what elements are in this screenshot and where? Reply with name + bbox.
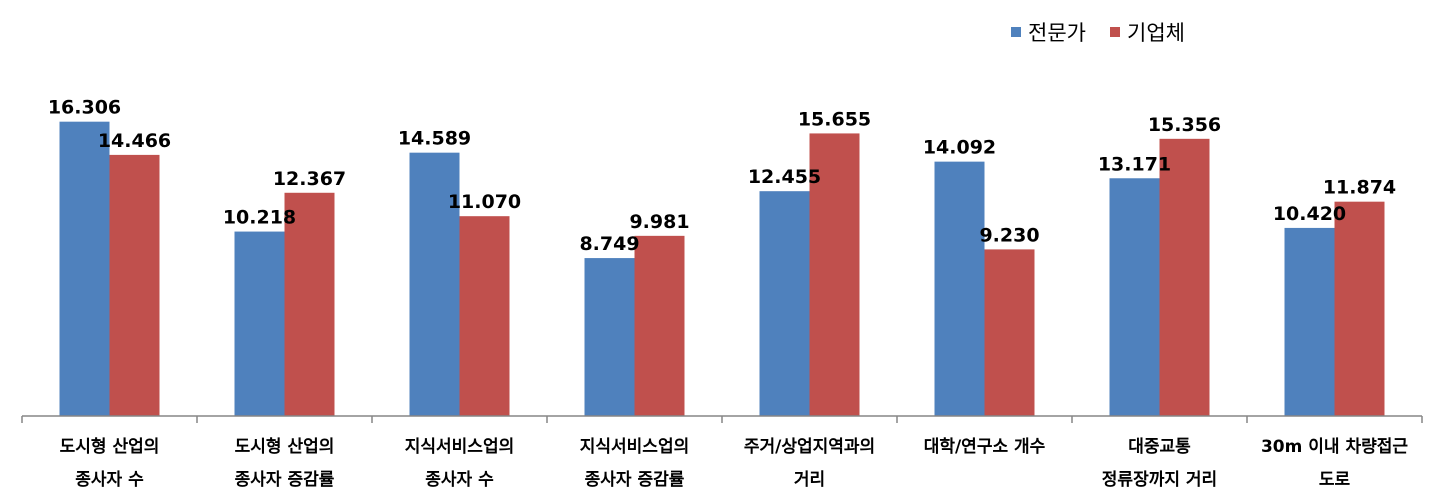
bar-s0-c4 xyxy=(759,191,810,416)
bar-s1-c4 xyxy=(809,133,860,416)
value-label-s0-c7: 10.420 xyxy=(1273,203,1346,225)
category-label-3-line-1: 종사자 증감률 xyxy=(585,470,685,490)
category-label-3-line-0: 지식서비스업의 xyxy=(580,437,689,457)
value-label-s1-c2: 11.070 xyxy=(448,191,521,213)
value-label-s1-c7: 11.874 xyxy=(1323,177,1396,199)
bar-s0-c7 xyxy=(1284,227,1335,416)
category-label-1-line-1: 종사자 증감률 xyxy=(235,470,335,490)
category-label-1-line-0: 도시형 산업의 xyxy=(235,436,335,457)
legend-swatch-expert xyxy=(1011,27,1021,37)
value-labels-group: 16.306 14.466 10.218 12.367 14.589 11.070 8.74… xyxy=(48,97,1396,255)
bar-s0-c1 xyxy=(234,231,285,416)
legend-swatch-company xyxy=(1110,27,1120,37)
bar-s0-c2 xyxy=(409,152,460,416)
bar-s1-c0 xyxy=(109,154,160,416)
value-label-s1-c5: 9.230 xyxy=(979,224,1039,246)
bar-s1-c7 xyxy=(1334,201,1385,416)
category-label-7-line-0: 30m 이내 차량접근 xyxy=(1261,437,1408,457)
category-label-0-line-0: 도시형 산업의 xyxy=(60,436,160,457)
value-label-s0-c6: 13.171 xyxy=(1098,153,1171,175)
bar-s0-c5 xyxy=(934,161,985,416)
bar-s1-c2 xyxy=(459,216,510,416)
value-label-s0-c4: 12.455 xyxy=(748,166,821,188)
category-label-6-line-0: 대중교통 xyxy=(1128,437,1191,457)
legend: 전문가 기업체 xyxy=(1011,21,1185,45)
bar-s1-c3 xyxy=(634,235,685,416)
category-label-2-line-1: 종사자 수 xyxy=(425,470,494,490)
bars-group xyxy=(59,121,1385,416)
value-label-s1-c4: 15.655 xyxy=(798,108,871,130)
x-axis xyxy=(21,415,1423,423)
bar-s0-c0 xyxy=(59,121,110,416)
category-label-4-line-1: 거리 xyxy=(794,470,825,490)
value-label-s0-c0: 16.306 xyxy=(48,97,121,119)
value-label-s0-c3: 8.749 xyxy=(579,233,639,255)
value-label-s1-c0: 14.466 xyxy=(98,130,171,152)
value-label-s1-c1: 12.367 xyxy=(273,168,346,190)
bar-s1-c6 xyxy=(1159,138,1210,416)
category-label-7-line-1: 도로 xyxy=(1319,470,1351,490)
value-label-s0-c2: 14.589 xyxy=(398,128,471,150)
value-label-s0-c1: 10.218 xyxy=(223,207,296,229)
value-label-s1-c3: 9.981 xyxy=(629,211,689,233)
bar-s1-c1 xyxy=(284,192,335,416)
category-label-0-line-1: 종사자 수 xyxy=(75,470,144,490)
category-label-2-line-0: 지식서비스업의 xyxy=(405,437,514,457)
category-label-5-line-0: 대학/연구소 개수 xyxy=(924,437,1046,457)
bar-s1-c5 xyxy=(984,249,1035,416)
value-label-s1-c6: 15.356 xyxy=(1148,114,1221,136)
category-label-6-line-1: 정류장까지 거리 xyxy=(1102,470,1217,490)
legend-label-expert: 전문가 xyxy=(1028,21,1086,45)
category-label-4-line-0: 주거/상업지역과의 xyxy=(744,437,875,457)
legend-label-company: 기업체 xyxy=(1127,21,1185,45)
bar-s0-c6 xyxy=(1109,178,1160,416)
bar-s0-c3 xyxy=(584,258,635,416)
value-label-s0-c5: 14.092 xyxy=(923,137,996,159)
